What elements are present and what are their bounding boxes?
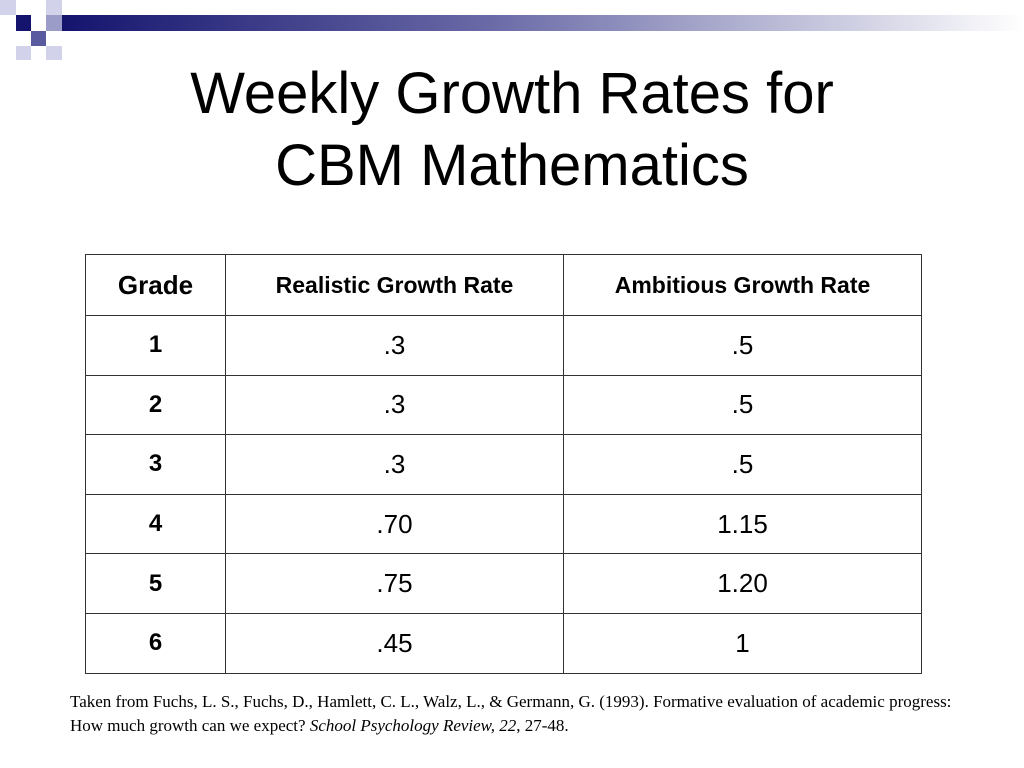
header-realistic: Realistic Growth Rate xyxy=(225,254,564,316)
decor-square xyxy=(16,15,31,31)
table-row: 4 .70 1.15 xyxy=(85,493,922,555)
corner-decoration xyxy=(0,0,1024,60)
table-row: 2 .3 .5 xyxy=(85,374,922,436)
realistic-cell: .3 xyxy=(225,315,564,376)
realistic-cell: .75 xyxy=(225,553,564,614)
header-ambitious: Ambitious Growth Rate xyxy=(563,254,922,316)
gradient-bar xyxy=(62,15,1024,31)
decor-square xyxy=(16,46,31,60)
ambitious-cell: .5 xyxy=(563,315,922,376)
header-grade: Grade xyxy=(85,254,226,316)
grade-cell: 4 xyxy=(85,493,226,555)
ambitious-cell: .5 xyxy=(563,374,922,436)
grade-cell: 6 xyxy=(85,612,226,674)
decor-square xyxy=(46,0,62,15)
citation-text: Taken from Fuchs, L. S., Fuchs, D., Haml… xyxy=(70,692,952,735)
grade-cell: 3 xyxy=(85,434,226,495)
decor-square xyxy=(46,46,62,60)
grade-cell: 2 xyxy=(85,374,226,436)
ambitious-cell: 1.20 xyxy=(563,553,922,614)
slide-title: Weekly Growth Rates for CBM Mathematics xyxy=(0,58,1024,202)
table-row: 3 .3 .5 xyxy=(85,434,922,495)
realistic-cell: .70 xyxy=(225,493,564,555)
header-row: Grade Realistic Growth Rate Ambitious Gr… xyxy=(85,254,922,316)
realistic-cell: .3 xyxy=(225,374,564,436)
growth-rates-table: Grade Realistic Growth Rate Ambitious Gr… xyxy=(85,254,922,674)
ambitious-cell: 1 xyxy=(563,612,922,674)
citation-journal: School Psychology Review, 22 xyxy=(309,716,517,735)
realistic-cell: .3 xyxy=(225,434,564,495)
table-row: 1 .3 .5 xyxy=(85,315,922,376)
decor-square xyxy=(46,15,62,31)
citation-pages: , 27-48. xyxy=(516,716,569,735)
grade-cell: 5 xyxy=(85,553,226,614)
ambitious-cell: 1.15 xyxy=(563,493,922,555)
realistic-cell: .45 xyxy=(225,612,564,674)
title-line-2: CBM Mathematics xyxy=(275,133,749,198)
table-row: 6 .45 1 xyxy=(85,612,922,674)
grade-cell: 1 xyxy=(85,315,226,376)
ambitious-cell: .5 xyxy=(563,434,922,495)
citation: Taken from Fuchs, L. S., Fuchs, D., Haml… xyxy=(70,690,970,738)
decor-square xyxy=(0,0,16,15)
decor-square xyxy=(31,31,46,46)
title-line-1: Weekly Growth Rates for xyxy=(190,61,834,126)
table-row: 5 .75 1.20 xyxy=(85,553,922,614)
